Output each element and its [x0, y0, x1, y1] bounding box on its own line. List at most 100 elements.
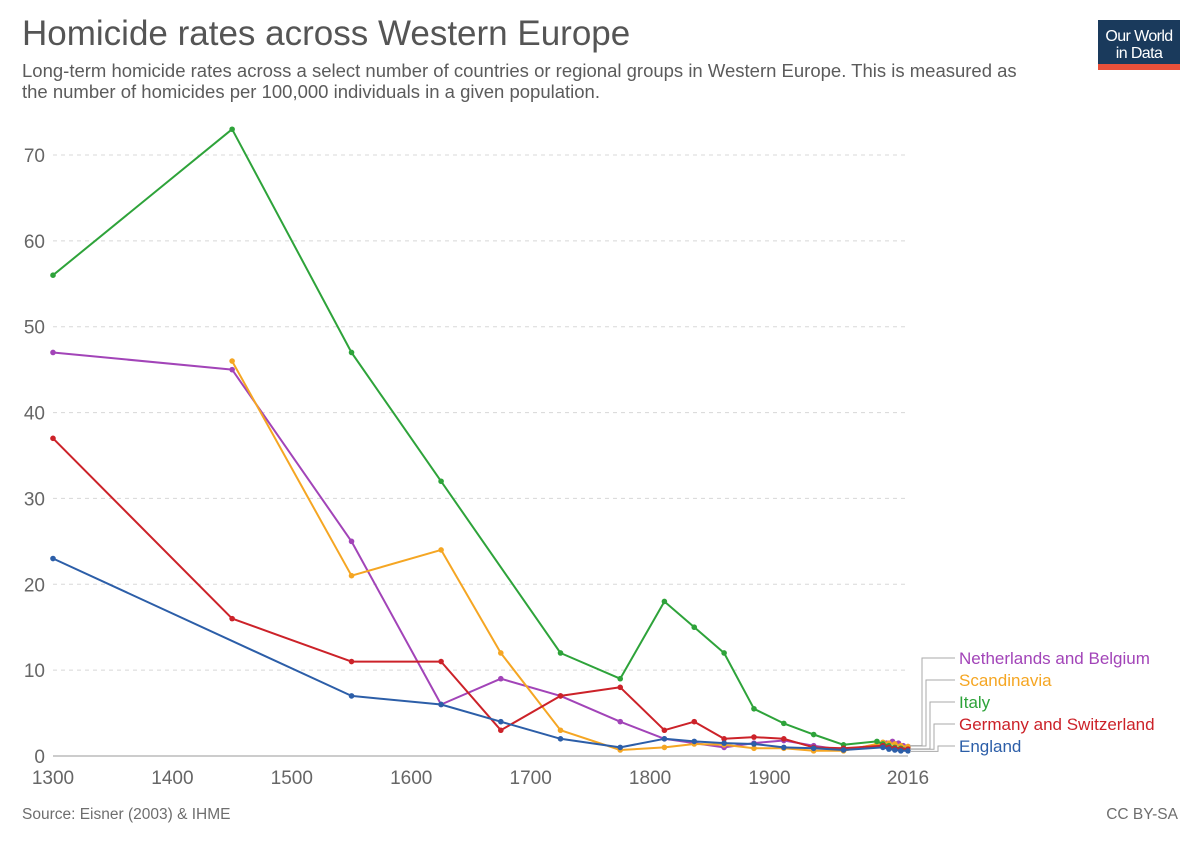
series-label[interactable]: Scandinavia	[959, 671, 1052, 690]
x-tick-label: 1600	[390, 768, 432, 789]
data-point[interactable]	[498, 650, 504, 656]
logo-line-1: Our World	[1105, 28, 1173, 45]
data-point[interactable]	[898, 748, 904, 754]
data-point[interactable]	[617, 744, 624, 751]
data-point[interactable]	[661, 736, 668, 742]
data-point[interactable]	[751, 741, 757, 747]
data-point[interactable]	[880, 744, 886, 751]
data-point[interactable]	[557, 736, 564, 742]
series-label[interactable]: England	[959, 737, 1021, 756]
data-point[interactable]	[781, 720, 787, 727]
y-axis-ticks: 0 10 20 30 40 50 60 70	[24, 146, 45, 768]
data-point[interactable]	[840, 747, 847, 753]
y-tick-label: 50	[24, 318, 45, 339]
data-point[interactable]	[691, 624, 698, 631]
data-point[interactable]	[874, 738, 880, 745]
data-point[interactable]	[721, 740, 727, 746]
y-tick-label: 70	[24, 146, 45, 167]
y-tick-label: 20	[24, 575, 45, 596]
data-point[interactable]	[50, 272, 56, 279]
data-point[interactable]	[751, 705, 757, 712]
x-tick-label: 1500	[271, 768, 313, 789]
y-tick-label: 40	[24, 404, 45, 425]
data-point[interactable]	[892, 747, 898, 753]
data-point[interactable]	[691, 718, 698, 725]
series-labels: Netherlands and Belgium Scandinavia Italy G…	[959, 649, 1155, 756]
x-tick-label: 1300	[32, 768, 74, 789]
data-point[interactable]	[438, 547, 444, 553]
data-point[interactable]	[348, 349, 355, 356]
series-italy[interactable]	[50, 126, 911, 752]
chart-subtitle: Long-term homicide rates across a select…	[22, 60, 1017, 102]
label-connector	[910, 701, 955, 750]
data-point[interactable]	[781, 736, 787, 742]
data-point[interactable]	[50, 555, 56, 562]
series-line[interactable]	[231, 360, 909, 752]
data-point[interactable]	[498, 718, 504, 725]
data-point[interactable]	[348, 658, 355, 665]
logo-line-2: in Data	[1115, 45, 1163, 62]
x-axis-ticks: 1300 1400 1500 1600 1700 1800 1900 2016	[32, 768, 929, 789]
data-point[interactable]	[50, 435, 56, 442]
data-point[interactable]	[905, 748, 911, 754]
label-connector	[910, 723, 955, 750]
data-point[interactable]	[781, 744, 787, 751]
series-line[interactable]	[52, 437, 908, 751]
chart-title: Homicide rates across Western Europe	[22, 14, 631, 53]
series-label[interactable]: Italy	[959, 693, 991, 712]
source-note[interactable]: Source: Eisner (2003) & IHME	[22, 806, 231, 823]
x-tick-label: 1400	[151, 768, 193, 789]
data-point[interactable]	[229, 126, 235, 133]
data-point[interactable]	[557, 727, 564, 734]
data-point[interactable]	[229, 358, 235, 364]
series-label[interactable]: Germany and Switzerland	[959, 715, 1155, 734]
x-tick-label: 1800	[629, 768, 671, 789]
data-point[interactable]	[661, 727, 668, 734]
series-england[interactable]	[50, 555, 911, 754]
x-tick-label: 2016	[887, 768, 929, 789]
legend-connectors	[910, 657, 955, 752]
data-point[interactable]	[721, 650, 727, 656]
data-point[interactable]	[661, 744, 668, 751]
series-germany-and-switzerland[interactable]	[50, 435, 911, 752]
series-netherlands-and-belgium[interactable]	[50, 349, 911, 753]
series-line[interactable]	[52, 128, 909, 751]
data-point[interactable]	[348, 693, 355, 699]
license-note[interactable]: CC BY-SA	[1106, 806, 1178, 823]
data-point[interactable]	[229, 366, 235, 373]
logo-accent-bar	[1098, 64, 1180, 70]
data-point[interactable]	[617, 718, 624, 725]
data-point[interactable]	[617, 684, 624, 691]
data-point[interactable]	[557, 693, 564, 699]
data-point[interactable]	[751, 745, 757, 752]
data-point[interactable]	[691, 738, 698, 745]
label-connector	[910, 745, 955, 752]
data-point[interactable]	[438, 658, 444, 665]
y-tick-label: 10	[24, 661, 45, 682]
data-point[interactable]	[721, 736, 727, 742]
grid-lines	[53, 154, 908, 671]
data-point[interactable]	[751, 734, 757, 740]
data-point[interactable]	[810, 731, 817, 738]
y-tick-label: 30	[24, 489, 45, 510]
data-point[interactable]	[498, 675, 504, 682]
owid-logo[interactable]: Our World in Data	[1098, 20, 1180, 70]
data-point[interactable]	[661, 598, 668, 605]
data-point[interactable]	[617, 675, 624, 682]
data-point[interactable]	[229, 615, 235, 622]
data-point[interactable]	[498, 727, 504, 734]
series-lines	[50, 126, 911, 754]
data-point[interactable]	[810, 745, 817, 752]
x-tick-label: 1900	[748, 768, 790, 789]
data-point[interactable]	[557, 650, 564, 656]
y-tick-label: 60	[24, 232, 45, 253]
data-point[interactable]	[50, 349, 56, 356]
series-label[interactable]: Netherlands and Belgium	[959, 649, 1150, 668]
data-point[interactable]	[886, 746, 892, 752]
data-point[interactable]	[348, 538, 355, 545]
data-point[interactable]	[438, 478, 444, 485]
data-point[interactable]	[438, 701, 444, 708]
data-point[interactable]	[348, 572, 355, 579]
label-connector	[910, 679, 955, 747]
